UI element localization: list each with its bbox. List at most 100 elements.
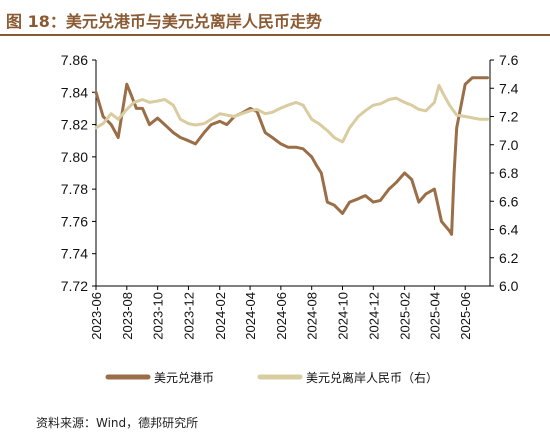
point-cnh bbox=[256, 108, 258, 111]
point-cnh bbox=[203, 122, 206, 125]
point-hkd bbox=[395, 181, 397, 184]
point-cnh bbox=[326, 129, 329, 132]
x-tick-label: 2024-06 bbox=[274, 292, 289, 340]
x-tick-label: 2023-06 bbox=[89, 292, 104, 340]
point-hkd bbox=[125, 83, 128, 86]
point-cnh bbox=[410, 104, 413, 107]
point-cnh bbox=[148, 101, 151, 104]
legend-label: 美元兑港币 bbox=[154, 371, 214, 385]
point-cnh bbox=[438, 84, 440, 87]
right-tick-label: 7.6 bbox=[499, 52, 519, 68]
point-cnh bbox=[433, 101, 436, 104]
point-hkd bbox=[464, 83, 467, 86]
point-hkd bbox=[403, 172, 406, 174]
x-tick-label: 2025-02 bbox=[398, 292, 413, 340]
right-tick-label: 6.0 bbox=[499, 278, 519, 294]
x-tick-label: 2024-08 bbox=[305, 292, 320, 340]
point-hkd bbox=[372, 201, 375, 204]
point-cnh bbox=[163, 98, 166, 101]
point-cnh bbox=[225, 114, 228, 116]
point-hkd bbox=[130, 94, 133, 97]
point-hkd bbox=[417, 201, 420, 204]
point-hkd bbox=[271, 136, 274, 139]
point-hkd bbox=[187, 139, 190, 142]
point-hkd bbox=[326, 201, 329, 204]
point-cnh bbox=[210, 118, 213, 121]
left-tick-label: 7.80 bbox=[61, 149, 88, 165]
point-hkd bbox=[249, 107, 252, 110]
point-hkd bbox=[479, 76, 482, 79]
point-hkd bbox=[448, 230, 451, 233]
point-hkd bbox=[424, 193, 427, 195]
right-tick-label: 6.6 bbox=[499, 193, 519, 209]
point-hkd bbox=[163, 123, 166, 126]
point-cnh bbox=[233, 115, 236, 118]
point-hkd bbox=[264, 131, 267, 134]
point-hkd bbox=[141, 107, 144, 110]
x-tick-label: 2024-02 bbox=[213, 292, 228, 340]
point-cnh bbox=[218, 112, 221, 115]
point-cnh bbox=[388, 98, 390, 101]
point-hkd bbox=[135, 107, 138, 110]
x-tick-label: 2024-04 bbox=[243, 292, 258, 340]
series-line-hkd bbox=[94, 76, 489, 236]
left-tick-label: 7.82 bbox=[61, 117, 88, 133]
point-cnh bbox=[479, 118, 482, 121]
point-cnh bbox=[417, 108, 420, 111]
point-cnh bbox=[379, 102, 382, 105]
right-tick-label: 7.4 bbox=[499, 80, 519, 96]
point-cnh bbox=[317, 122, 320, 125]
chart-area: 7.72 7.74 7.76 7.78 7.80 7.82 7.84 7.86 6.0 6.2 6.… bbox=[61, 52, 519, 385]
point-hkd bbox=[203, 131, 206, 134]
point-hkd bbox=[117, 136, 120, 139]
right-tick-label: 7.2 bbox=[499, 109, 519, 125]
point-cnh bbox=[348, 126, 351, 129]
point-hkd bbox=[471, 76, 474, 79]
point-cnh bbox=[424, 109, 427, 112]
point-hkd bbox=[110, 123, 113, 126]
point-hkd bbox=[295, 146, 297, 149]
point-cnh bbox=[264, 112, 267, 115]
x-tick-label: 2025-06 bbox=[458, 292, 473, 340]
point-cnh bbox=[403, 101, 406, 104]
point-cnh bbox=[364, 109, 367, 112]
point-hkd bbox=[410, 178, 413, 181]
x-tick-label: 2024-12 bbox=[366, 292, 381, 340]
right-tick-label: 6.4 bbox=[499, 222, 519, 238]
point-cnh bbox=[310, 118, 313, 121]
point-cnh bbox=[125, 108, 128, 111]
point-hkd bbox=[302, 147, 304, 150]
point-hkd bbox=[348, 201, 351, 204]
left-tick-label: 7.78 bbox=[61, 181, 88, 197]
point-cnh bbox=[333, 136, 336, 139]
point-hkd bbox=[450, 233, 453, 236]
point-hkd bbox=[179, 136, 182, 139]
point-cnh bbox=[464, 115, 467, 118]
point-cnh bbox=[372, 104, 375, 107]
point-hkd bbox=[320, 172, 323, 174]
point-hkd bbox=[315, 164, 318, 166]
point-cnh bbox=[102, 122, 104, 125]
point-hkd bbox=[194, 143, 197, 145]
point-hkd bbox=[333, 204, 336, 207]
point-cnh bbox=[341, 141, 344, 143]
left-tick-label: 7.86 bbox=[61, 52, 88, 68]
point-cnh bbox=[395, 97, 397, 99]
point-cnh bbox=[448, 104, 451, 107]
point-hkd bbox=[148, 123, 151, 126]
point-hkd bbox=[218, 120, 221, 123]
title-rule bbox=[0, 34, 550, 36]
point-hkd bbox=[287, 146, 289, 149]
point-cnh bbox=[240, 112, 243, 115]
legend: 美元兑港币 美元兑离岸人民币（右） bbox=[105, 370, 438, 385]
right-tick-label: 6.2 bbox=[499, 250, 519, 266]
point-hkd bbox=[433, 188, 436, 191]
point-hkd bbox=[310, 156, 313, 158]
series-layer bbox=[94, 76, 489, 236]
figure-title: 图 18：美元兑港币与美元兑离岸人民币走势 bbox=[6, 12, 322, 31]
left-tick-label: 7.72 bbox=[61, 278, 88, 294]
point-cnh bbox=[271, 111, 274, 114]
x-tick-label: 2024-10 bbox=[336, 292, 351, 340]
axes-layer: 7.72 7.74 7.76 7.78 7.80 7.82 7.84 7.86 6.0 6.2 6.… bbox=[61, 52, 519, 340]
x-tick-label: 2025-04 bbox=[427, 292, 442, 340]
